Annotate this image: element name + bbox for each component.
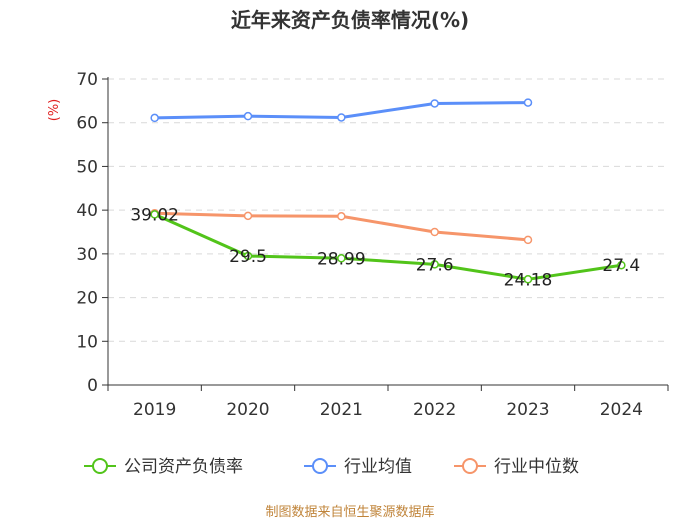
data-point [337,254,346,263]
series-line [154,213,622,281]
data-labels: 39.02 29.5 28.99 27.6 24.18 27.4 [130,205,640,290]
legend-label: 行业中位数 [494,457,579,477]
data-point [430,99,439,108]
x-tick-label: 2020 [226,400,269,420]
data-label: 28.99 [317,249,366,269]
x-tick-label: 2023 [506,400,549,420]
data-point [243,211,253,221]
y-axis-label: (%) [47,99,62,122]
legend-marker [312,458,328,474]
legend: 公司资产负债率 行业均值 行业中位数 [84,457,579,477]
source-note: 制图数据来自恒生聚源数据库 [265,504,434,520]
axes: 0 10 20 30 40 50 60 70 2019 2020 2021 2022 2023 2024 [76,70,669,420]
data-label: 39.02 [130,205,179,225]
x-tick-label: 2019 [133,400,176,420]
data-label: 29.5 [229,247,267,267]
y-tick-label: 50 [76,157,98,177]
data-point [523,235,533,245]
data-point [430,260,439,269]
data-point [617,260,626,270]
data-point [243,251,253,261]
data-point [523,98,533,107]
legend-label: 行业均值 [344,457,412,477]
y-tick-label: 70 [76,70,98,90]
data-label: 27.4 [602,256,640,276]
data-point [150,210,159,219]
data-label: 24.18 [504,270,553,290]
x-tick-label: 2022 [413,400,456,420]
legend-label: 公司资产负债率 [124,457,243,477]
y-tick-label: 0 [87,376,98,396]
y-tick-label: 30 [76,245,98,265]
data-point [150,113,159,123]
grid-lines [108,78,668,342]
data-label: 27.6 [416,255,454,275]
legend-marker [462,458,478,474]
y-tick-label: 40 [76,201,98,221]
data-point [243,111,253,121]
chart-title: 近年来资产负债率情况(%) [231,8,469,32]
y-tick-label: 60 [76,114,98,134]
y-tick-label: 20 [76,289,98,309]
legend-marker [92,458,108,474]
data-point [523,275,533,284]
x-tick-label: 2024 [600,400,643,420]
data-point [430,227,439,237]
data-point [337,212,346,221]
series-lines [150,98,626,284]
x-tick-label: 2021 [320,400,363,420]
y-tick-label: 10 [76,332,98,352]
data-point [337,113,346,122]
